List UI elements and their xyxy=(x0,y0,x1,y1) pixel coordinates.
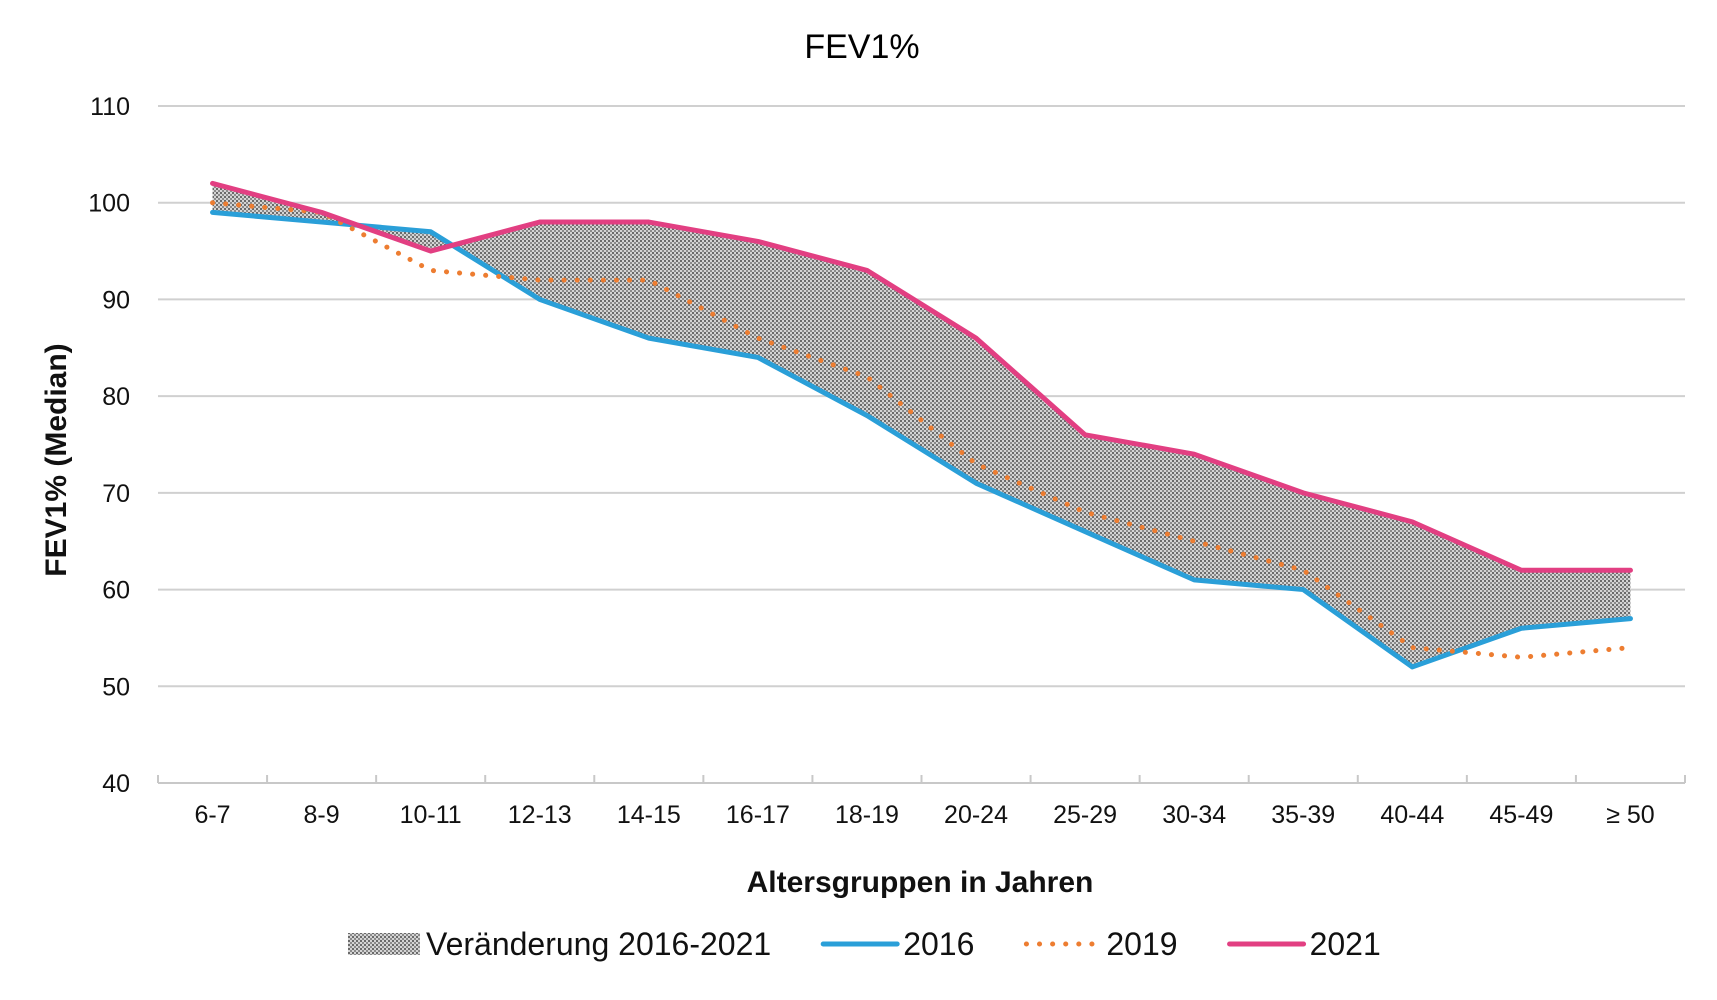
x-tick-label: 30-34 xyxy=(1162,801,1226,829)
x-tick-label: 35-39 xyxy=(1271,801,1335,829)
y-axis-ticks: 40 50 60 70 80 90 100 110 xyxy=(88,93,130,798)
series-layer xyxy=(210,180,1633,670)
y-tick-label: 80 xyxy=(102,383,130,411)
series-line-2016 xyxy=(210,209,1633,670)
gridlines xyxy=(158,105,1685,688)
legend-label: 2021 xyxy=(1310,926,1381,962)
x-tick-label: 18-19 xyxy=(835,801,899,829)
x-axis-title: Altersgruppen in Jahren xyxy=(747,866,1094,899)
band-layer xyxy=(212,183,1631,667)
x-axis xyxy=(157,775,1686,784)
series-line-2021 xyxy=(210,180,1633,573)
x-tick-label: 45-49 xyxy=(1489,801,1553,829)
legend-label: 2019 xyxy=(1106,926,1177,962)
chart-title: FEV1% xyxy=(804,28,919,66)
legend: Veränderung 2016-2021 2016 2019 2021 xyxy=(348,926,1381,962)
legend-label: 2016 xyxy=(903,926,974,962)
x-tick-label: 10-11 xyxy=(400,801,462,829)
y-tick-label: 90 xyxy=(102,286,130,314)
legend-label: Veränderung 2016-2021 xyxy=(426,926,771,962)
x-tick-label: 8-9 xyxy=(304,801,340,829)
x-tick-label: 40-44 xyxy=(1380,801,1444,829)
x-tick-label: 20-24 xyxy=(944,801,1008,829)
y-axis-title: FEV1% (Median) xyxy=(40,343,73,576)
x-tick-label: 25-29 xyxy=(1053,801,1117,829)
x-tick-label: 6-7 xyxy=(194,801,230,829)
series-line-2019 xyxy=(210,200,1633,660)
legend-item: 2021 xyxy=(1227,926,1381,962)
x-axis-ticks: 6-7 8-9 10-11 12-13 14-15 16-17 18-19 20-24 25-2… xyxy=(194,801,1654,829)
legend-item: 2016 xyxy=(820,926,974,962)
y-tick-label: 70 xyxy=(102,480,130,508)
legend-item: Veränderung 2016-2021 xyxy=(348,926,771,962)
y-tick-label: 110 xyxy=(90,93,130,121)
y-tick-label: 40 xyxy=(102,770,130,798)
x-tick-label: ≥ 50 xyxy=(1606,801,1654,829)
legend-item: 2019 xyxy=(1023,926,1178,962)
x-tick-label: 12-13 xyxy=(508,801,572,829)
legend-swatch-band xyxy=(348,933,420,955)
band-veraenderung-2016-2021 xyxy=(212,183,1631,667)
y-tick-label: 50 xyxy=(102,673,130,701)
x-tick-label: 14-15 xyxy=(617,801,681,829)
y-tick-label: 100 xyxy=(88,190,130,218)
y-tick-label: 60 xyxy=(102,577,130,605)
x-tick-label: 16-17 xyxy=(726,801,790,829)
